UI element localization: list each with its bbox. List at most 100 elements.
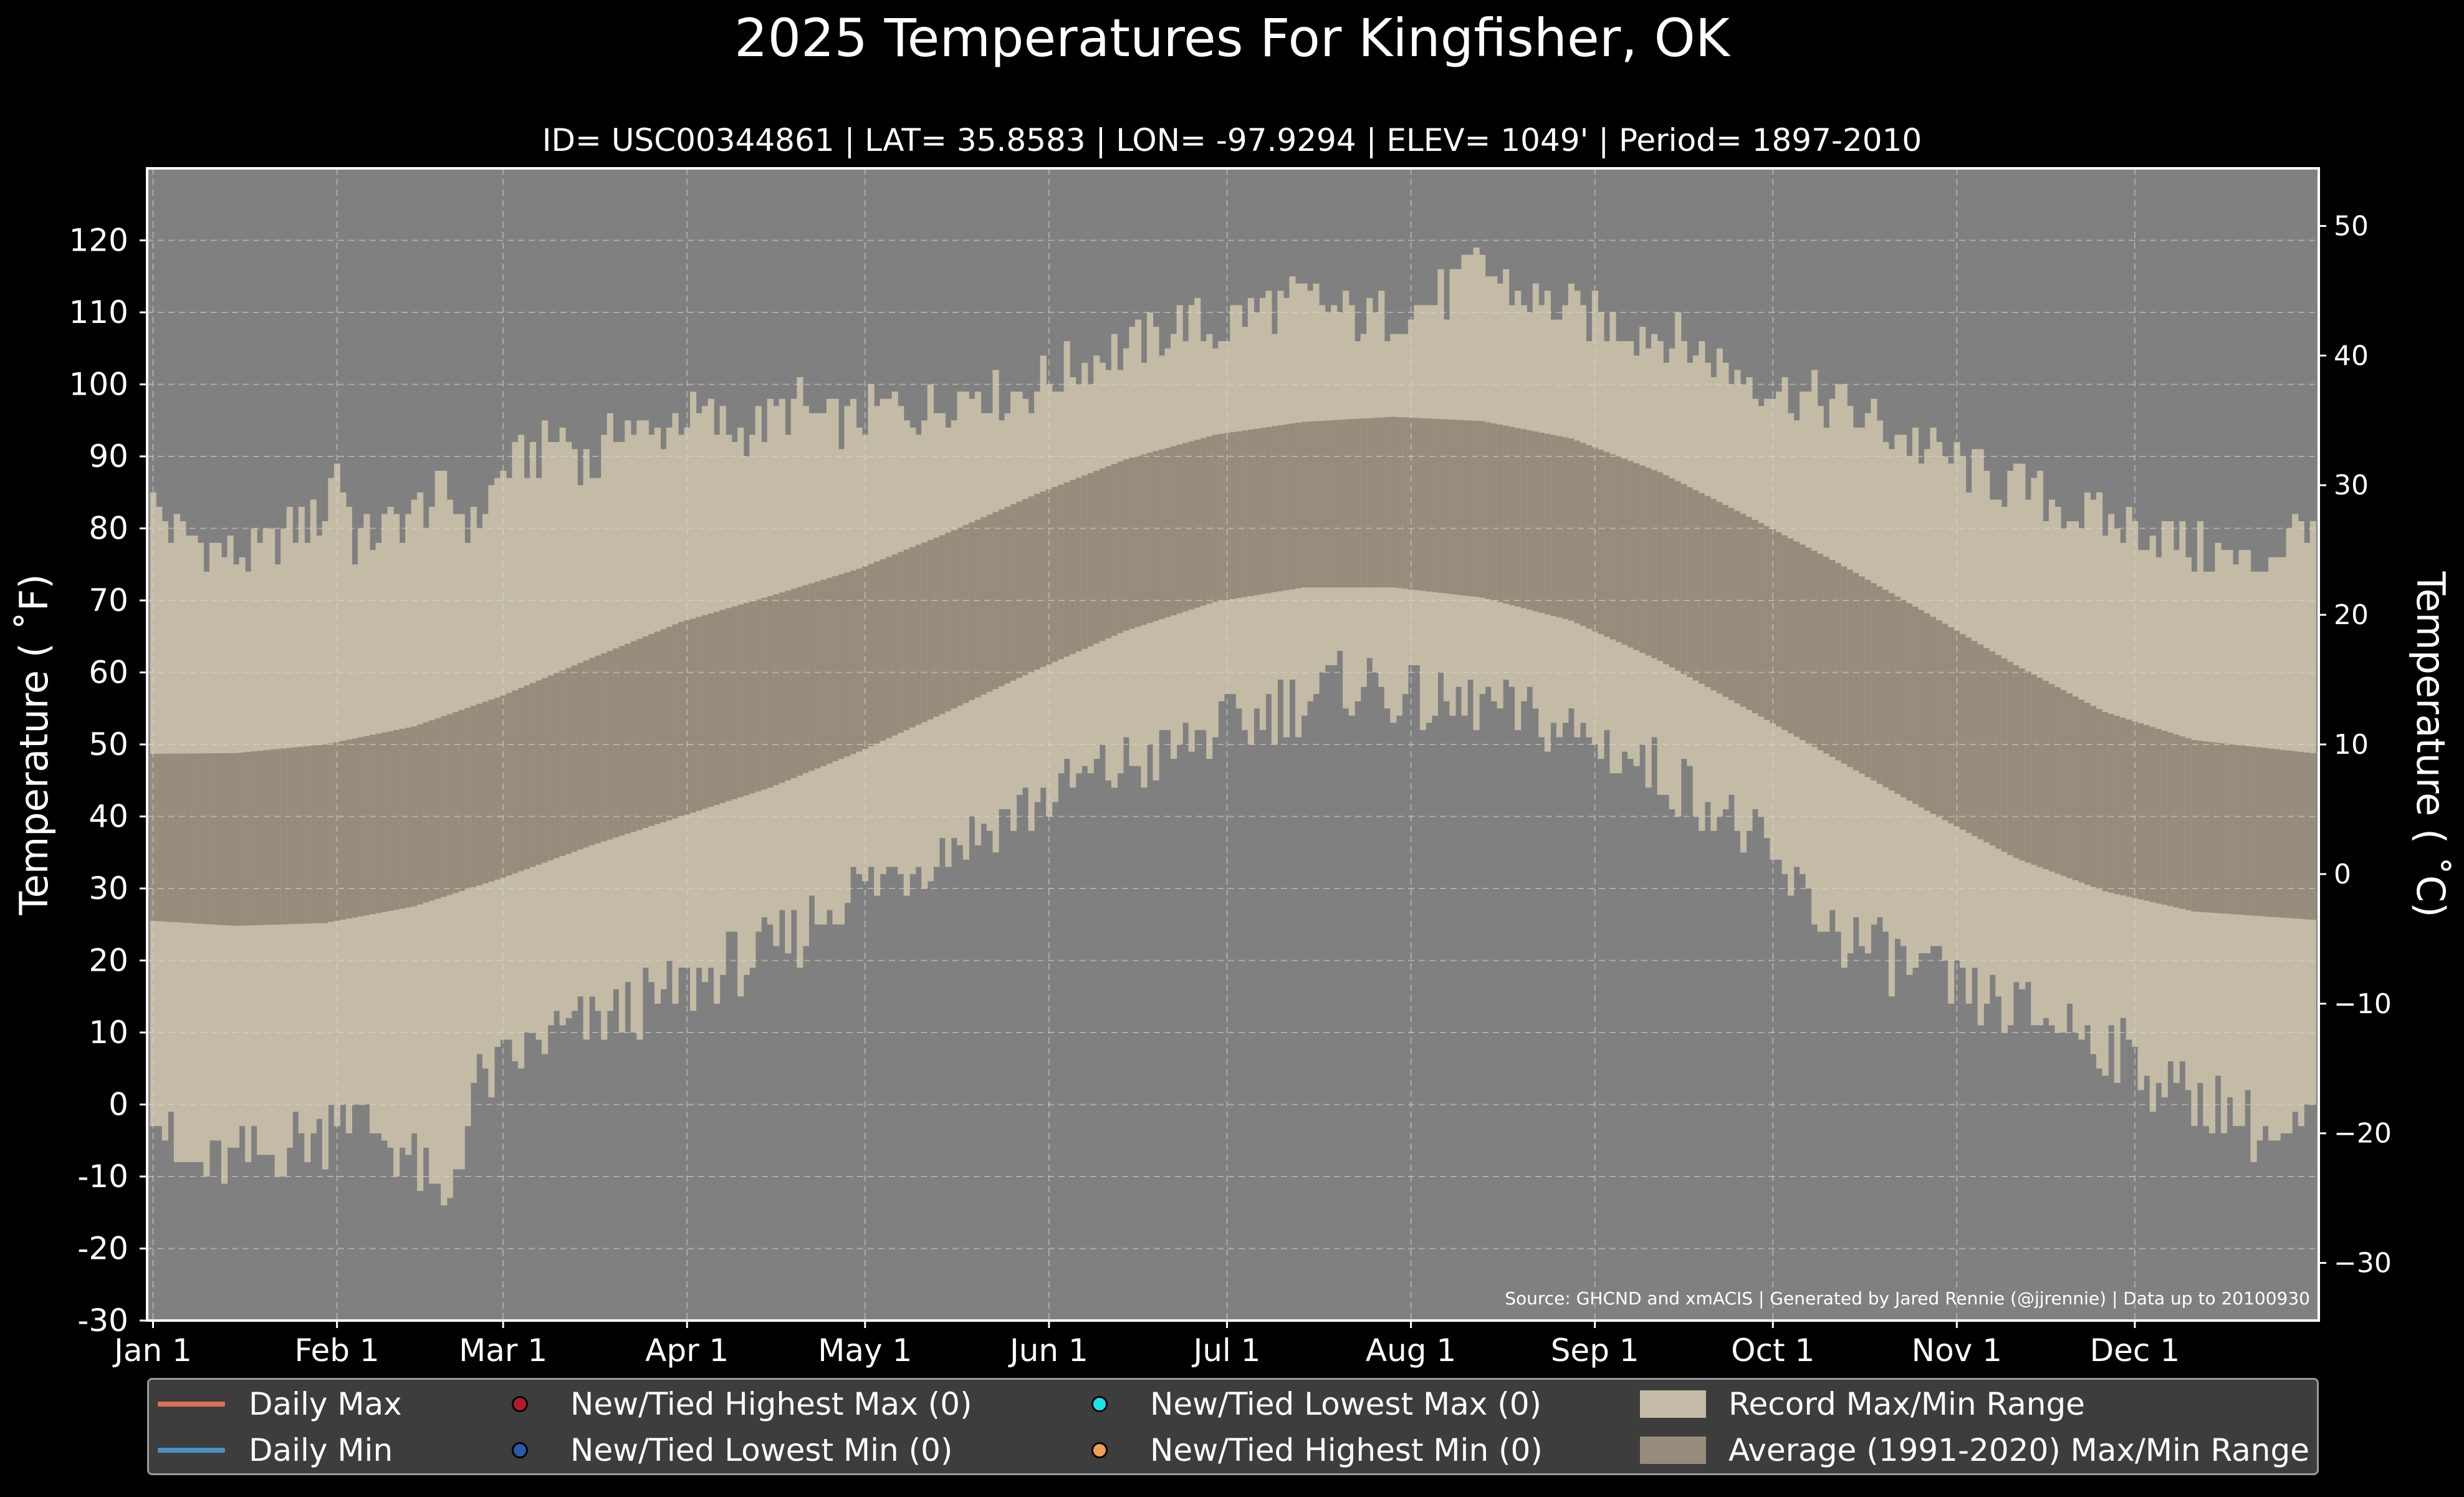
average-range-bar xyxy=(2054,686,2061,874)
average-range-bar xyxy=(2137,723,2144,900)
average-range-bar xyxy=(962,524,969,703)
average-range-bar xyxy=(2215,743,2222,913)
legend-item-new-lowest-max: New/Tied Lowest Max (0) xyxy=(1067,1384,1541,1425)
average-range-bar xyxy=(654,632,661,824)
average-range-bar xyxy=(429,720,436,901)
average-range-bar xyxy=(262,750,269,925)
average-range-bar xyxy=(2048,683,2055,872)
average-range-bar xyxy=(1663,475,1670,665)
average-range-bar xyxy=(2084,703,2091,885)
average-range-bar xyxy=(1876,586,1883,784)
average-range-bar xyxy=(517,688,525,872)
average-range-bar xyxy=(1793,541,1800,737)
average-range-bar xyxy=(1159,449,1166,620)
average-range-bar xyxy=(1722,504,1729,697)
average-range-bar xyxy=(1960,634,1967,830)
average-range-bar xyxy=(1360,418,1367,588)
average-range-bar xyxy=(2144,725,2150,901)
average-range-bar xyxy=(1449,420,1456,594)
average-range-bar xyxy=(2149,727,2156,902)
average-range-bar xyxy=(1414,418,1421,590)
average-range-bar xyxy=(1508,426,1515,605)
average-range-bar xyxy=(1598,450,1604,634)
average-range-bar xyxy=(1781,535,1788,730)
average-range-bar xyxy=(470,706,477,888)
average-range-bar xyxy=(1763,526,1771,720)
x-tick-label: Jan 1 xyxy=(112,1332,192,1369)
average-range-bar xyxy=(1295,422,1302,589)
average-range-bar xyxy=(2268,748,2275,917)
average-range-bar xyxy=(1306,421,1314,588)
average-range-bar xyxy=(1004,506,1011,684)
dot-marker-icon xyxy=(512,1396,528,1412)
average-range-bar xyxy=(2060,690,2068,876)
average-range-bar xyxy=(1580,443,1586,626)
average-range-bar xyxy=(808,583,815,771)
average-range-bar xyxy=(583,660,590,848)
average-range-bar xyxy=(1645,468,1652,656)
dot-marker-icon xyxy=(1091,1396,1108,1412)
average-range-bar xyxy=(1467,420,1474,597)
average-range-bar xyxy=(2238,745,2245,915)
average-range-bar xyxy=(1224,433,1230,600)
average-range-bar xyxy=(369,734,376,915)
y-tick-label-left: 50 xyxy=(89,726,128,763)
average-range-bar xyxy=(2179,736,2186,909)
average-range-bar xyxy=(524,685,530,869)
average-range-bar xyxy=(1182,443,1189,612)
average-range-bar xyxy=(1574,440,1581,623)
average-range-bar xyxy=(702,615,709,809)
y-tick-label-right: 20 xyxy=(2334,599,2369,631)
average-range-bar xyxy=(1230,432,1237,599)
average-range-bar xyxy=(476,703,483,885)
average-range-bar xyxy=(1407,417,1414,590)
average-range-bar xyxy=(1105,466,1112,638)
average-range-bar xyxy=(571,665,578,852)
average-range-bar xyxy=(797,587,803,776)
average-range-bar xyxy=(1586,445,1593,629)
y-tick-label-left: 80 xyxy=(89,511,128,547)
average-range-bar xyxy=(1058,484,1065,660)
y-tick-label-right: 50 xyxy=(2334,210,2369,242)
average-range-bar xyxy=(2090,706,2097,887)
average-range-bar xyxy=(417,724,424,905)
legend-swatch-average-range xyxy=(1640,1437,1706,1464)
average-range-bar xyxy=(1426,418,1432,592)
average-range-bar xyxy=(814,581,822,769)
average-range-bar xyxy=(2173,734,2180,908)
average-range-bar xyxy=(898,552,904,733)
average-range-bar xyxy=(678,622,685,817)
average-range-bar xyxy=(1325,420,1331,588)
average-range-bar xyxy=(660,629,667,822)
y-axis-label-left: Temperature ( ˚F) xyxy=(11,574,57,915)
average-range-bar xyxy=(1811,551,1818,747)
average-range-bar xyxy=(1829,560,1836,758)
source-note: Source: GHCND and xmACIS | Generated by … xyxy=(1505,1288,2310,1309)
average-range-bar xyxy=(1254,428,1260,595)
average-range-bar xyxy=(1609,454,1616,640)
average-range-bar xyxy=(974,519,982,698)
average-range-bar xyxy=(767,596,774,788)
average-range-bar xyxy=(1171,446,1177,615)
average-range-bar xyxy=(927,539,934,720)
average-range-bar xyxy=(672,624,679,819)
average-range-bar xyxy=(951,530,957,709)
average-range-bar xyxy=(363,736,370,916)
average-range-bar xyxy=(1319,420,1326,588)
y-tick-label-left: 110 xyxy=(69,294,128,330)
average-range-bar xyxy=(880,559,886,741)
average-range-bar xyxy=(1265,426,1272,594)
average-range-bar xyxy=(714,612,721,806)
average-range-bar xyxy=(1716,502,1723,694)
average-range-bar xyxy=(749,601,756,794)
average-range-bar xyxy=(1687,487,1694,678)
average-range-bar xyxy=(1568,438,1575,621)
average-range-bar xyxy=(2256,747,2263,917)
average-range-bar xyxy=(1331,420,1338,588)
average-range-bar xyxy=(707,613,714,807)
average-range-bar xyxy=(2036,677,2043,867)
average-range-bar xyxy=(1087,473,1094,647)
y-tick-label-left: 120 xyxy=(69,223,128,259)
average-range-bar xyxy=(2161,731,2168,905)
average-range-bar xyxy=(868,564,875,746)
